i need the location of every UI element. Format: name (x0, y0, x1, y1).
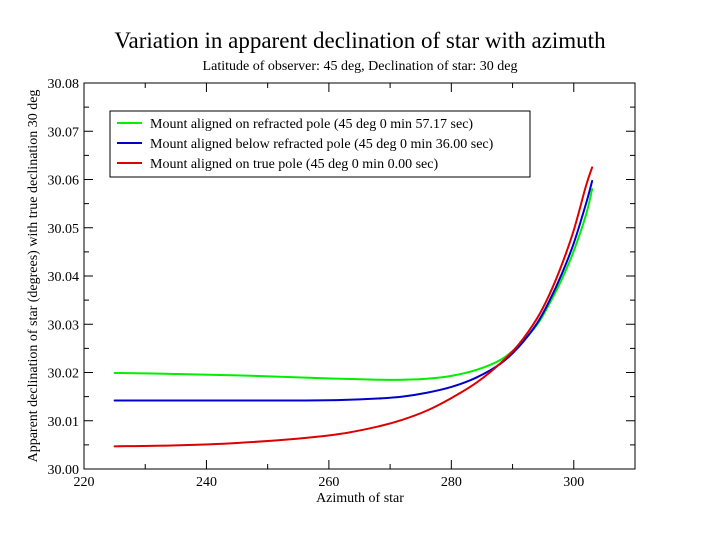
x-tick-label: 240 (196, 475, 217, 490)
chart-title: Variation in apparent declination of sta… (114, 28, 606, 53)
x-tick-label: 280 (441, 475, 462, 490)
legend-label-3: Mount aligned on true pole (45 deg 0 min… (150, 157, 438, 172)
series-layer (113, 166, 594, 448)
legend-box (109, 110, 531, 178)
x-tick-label: 220 (74, 475, 95, 490)
series-line-1 (113, 188, 594, 381)
x-axis: 220 240 260 280 300 (74, 83, 636, 490)
y-tick-label: 30.04 (48, 270, 80, 285)
y-tick-label: 30.00 (48, 463, 80, 478)
series-line-2 (113, 179, 594, 402)
y-tick-label: 30.03 (48, 318, 80, 333)
y-tick-label: 30.07 (48, 125, 80, 140)
x-tick-label: 300 (563, 475, 584, 490)
legend-label-2: Mount aligned below refracted pole (45 d… (150, 137, 494, 152)
x-tick-label: 260 (318, 475, 339, 490)
y-axis-label: Apparent declination of star (degrees) w… (26, 90, 41, 463)
y-tick-label: 30.01 (48, 415, 80, 430)
y-tick-label: 30.06 (48, 174, 80, 189)
legend: Mount aligned on refracted pole (45 deg … (109, 110, 531, 178)
y-axis: 30.00 30.01 30.02 30.03 30.04 30.05 30.06 30.07… (48, 77, 635, 478)
chart-subtitle: Latitude of observer: 45 deg, Declinatio… (203, 59, 518, 74)
y-tick-label: 30.02 (48, 367, 80, 382)
series-line-3 (113, 166, 594, 448)
legend-label-1: Mount aligned on refracted pole (45 deg … (150, 117, 473, 132)
x-axis-label: Azimuth of star (316, 491, 404, 506)
y-tick-label: 30.05 (48, 222, 80, 237)
y-tick-label: 30.08 (48, 77, 80, 92)
